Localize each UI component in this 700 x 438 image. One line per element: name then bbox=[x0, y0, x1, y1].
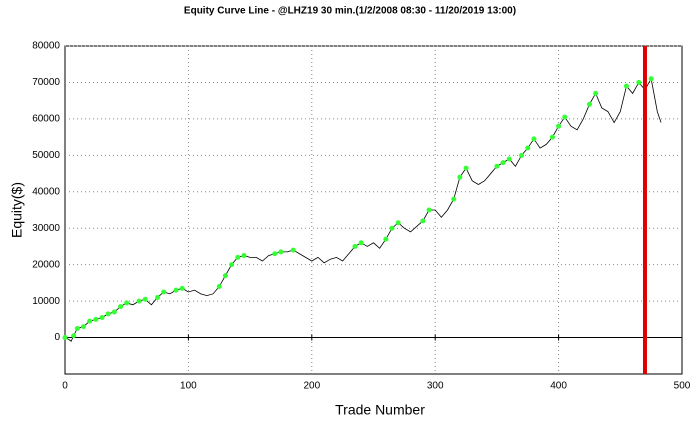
x-tick-label: 300 bbox=[427, 381, 444, 392]
new-high-marker bbox=[648, 76, 654, 82]
new-high-marker bbox=[241, 253, 247, 259]
new-high-marker bbox=[99, 315, 105, 321]
new-high-marker bbox=[531, 136, 537, 142]
x-tick-label: 100 bbox=[180, 381, 197, 392]
y-tick-label: 60000 bbox=[32, 114, 60, 125]
x-axis-label: Trade Number bbox=[335, 402, 425, 418]
new-high-marker bbox=[549, 134, 555, 140]
new-high-marker bbox=[71, 333, 77, 339]
new-high-marker bbox=[81, 324, 87, 330]
y-tick-label: 80000 bbox=[32, 41, 60, 52]
new-high-marker bbox=[562, 114, 568, 120]
new-high-marker bbox=[593, 90, 599, 96]
new-high-marker bbox=[179, 285, 185, 291]
new-high-marker bbox=[500, 160, 506, 166]
new-high-marker bbox=[74, 325, 80, 331]
plot-area bbox=[64, 45, 683, 375]
new-high-marker bbox=[93, 316, 99, 322]
new-high-marker bbox=[556, 123, 562, 129]
new-high-marker bbox=[278, 249, 284, 255]
x-tick-label: 500 bbox=[674, 381, 691, 392]
new-high-marker bbox=[155, 294, 161, 300]
new-high-marker bbox=[229, 262, 235, 268]
new-high-marker bbox=[62, 335, 68, 341]
new-high-marker bbox=[118, 304, 124, 310]
new-high-marker bbox=[358, 240, 364, 246]
y-axis-label: Equity($) bbox=[9, 182, 25, 238]
equity-line bbox=[64, 77, 662, 342]
new-high-marker bbox=[623, 83, 629, 89]
y-tick-label: 20000 bbox=[32, 259, 60, 270]
new-high-marker bbox=[272, 251, 278, 257]
new-high-marker bbox=[124, 300, 130, 306]
new-high-marker bbox=[87, 318, 93, 324]
new-high-marker bbox=[235, 254, 241, 260]
new-high-marker bbox=[222, 273, 228, 279]
new-high-marker bbox=[173, 287, 179, 293]
new-high-marker bbox=[136, 298, 142, 304]
new-high-marker bbox=[395, 220, 401, 226]
y-tick-label: 30000 bbox=[32, 223, 60, 234]
new-high-marker bbox=[389, 225, 395, 231]
y-tick-label: 0 bbox=[54, 332, 60, 343]
new-high-marker bbox=[111, 309, 117, 315]
x-tick-label: 200 bbox=[303, 381, 320, 392]
new-high-marker bbox=[383, 236, 389, 242]
y-tick-label: 70000 bbox=[32, 77, 60, 88]
x-tick-label: 400 bbox=[550, 381, 567, 392]
new-high-marker bbox=[161, 289, 167, 295]
new-high-marker bbox=[451, 196, 457, 202]
y-tick-label: 50000 bbox=[32, 150, 60, 161]
new-high-marker bbox=[290, 247, 296, 253]
new-high-marker bbox=[420, 218, 426, 224]
new-high-marker bbox=[463, 165, 469, 171]
x-tick-label: 0 bbox=[62, 381, 68, 392]
new-high-marker bbox=[494, 163, 500, 169]
chart-title: Equity Curve Line - @LHZ19 30 min.(1/2/2… bbox=[184, 6, 516, 17]
new-high-marker bbox=[142, 296, 148, 302]
new-high-marker bbox=[586, 101, 592, 107]
new-high-marker bbox=[426, 207, 432, 213]
new-high-marker bbox=[506, 156, 512, 162]
new-high-marker bbox=[352, 243, 358, 249]
new-high-marker bbox=[636, 79, 642, 85]
new-high-marker bbox=[216, 284, 222, 290]
new-high-marker bbox=[525, 145, 531, 151]
new-high-marker bbox=[457, 174, 463, 180]
new-high-marker bbox=[519, 152, 525, 158]
y-tick-label: 10000 bbox=[32, 296, 60, 307]
new-high-marker bbox=[105, 311, 111, 317]
y-tick-label: 40000 bbox=[32, 186, 60, 197]
